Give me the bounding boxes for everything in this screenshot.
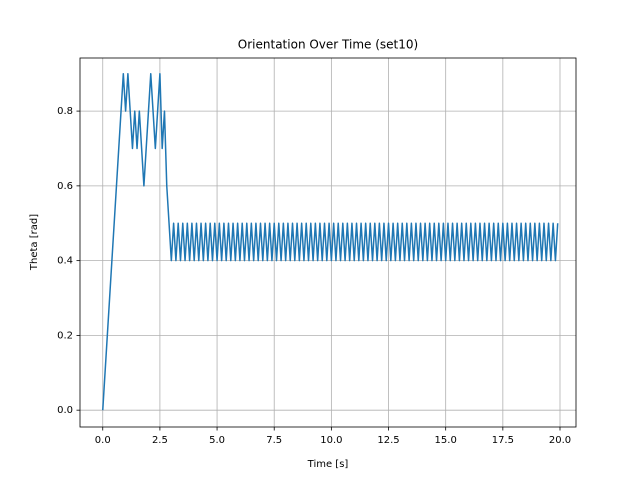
y-tick-label: 0.2: [57, 330, 73, 341]
chart-title: Orientation Over Time (set10): [238, 38, 418, 52]
y-tick-label: 0.4: [57, 256, 73, 267]
y-tick-label: 0.8: [57, 106, 73, 117]
x-tick-label: 0.0: [95, 435, 111, 446]
x-tick-label: 17.5: [492, 435, 514, 446]
x-tick-label: 10.0: [320, 435, 342, 446]
plot-frame: [79, 57, 577, 428]
y-tick-label: 0.0: [57, 405, 73, 416]
x-tick-label: 15.0: [435, 435, 457, 446]
x-tick-label: 20.0: [549, 435, 571, 446]
x-axis-label: Time [s]: [307, 459, 349, 470]
x-tick-label: 2.5: [152, 435, 168, 446]
x-tick-label: 12.5: [377, 435, 399, 446]
y-axis-label: Theta [rad]: [29, 214, 40, 271]
x-tick-label: 5.0: [209, 435, 225, 446]
data-line: [101, 72, 559, 411]
x-tick-label: 7.5: [266, 435, 282, 446]
y-tick-label: 0.6: [57, 181, 73, 192]
